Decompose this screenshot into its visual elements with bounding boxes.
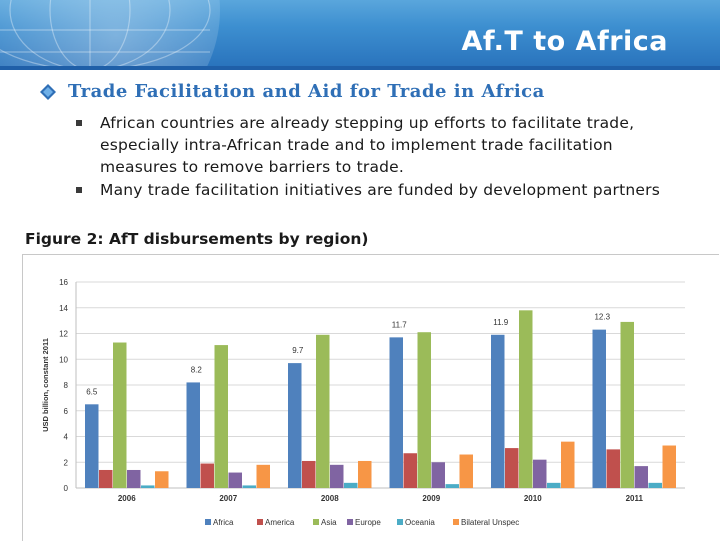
data-label: 8.2 — [191, 365, 203, 374]
bar — [113, 342, 127, 488]
legend-entry: Bilateral Unspec — [461, 518, 519, 527]
bar — [358, 460, 372, 488]
legend-entry: Europe — [355, 518, 381, 527]
bar — [533, 459, 547, 488]
y-tick-label: 8 — [64, 381, 69, 390]
data-label: 6.5 — [86, 387, 98, 396]
y-tick-label: 10 — [59, 355, 68, 364]
header-divider — [0, 66, 720, 70]
bar-chart: 0 2 4 6 8 10 12 14 16 USD billion, constant 2011 6… — [41, 278, 685, 527]
legend-entry: Africa — [213, 518, 234, 527]
y-tick-label: 2 — [64, 458, 69, 467]
x-tick-label: 2009 — [422, 494, 440, 503]
bar — [344, 482, 358, 488]
legend-entry: Oceania — [405, 518, 435, 527]
bar — [662, 445, 676, 488]
bar — [519, 310, 533, 488]
legend-swatch — [313, 519, 319, 525]
bar — [214, 345, 228, 488]
bar — [141, 485, 155, 488]
slide-header: Af.T to Africa — [0, 0, 720, 66]
legend-swatch — [257, 519, 263, 525]
list-item: Many trade facilitation initiatives are … — [72, 179, 692, 201]
figure-title: Figure 2: AfT disbursements by region) — [25, 230, 369, 248]
x-tick-label: 2010 — [524, 494, 542, 503]
legend-entry: America — [265, 518, 295, 527]
bar — [186, 382, 200, 488]
x-tick-label: 2006 — [118, 494, 136, 503]
bar — [417, 332, 431, 488]
y-axis-label: USD billion, constant 2011 — [41, 338, 50, 432]
bar — [242, 485, 256, 488]
bar — [403, 453, 417, 488]
bar — [288, 363, 302, 488]
bar — [620, 321, 634, 488]
bar — [459, 454, 473, 488]
y-tick-label: 16 — [59, 278, 68, 287]
y-tick-label: 0 — [64, 484, 69, 493]
square-bullet-icon — [76, 187, 82, 193]
bar — [127, 469, 141, 488]
figure: Figure 2: AfT disbursements by region) 0… — [22, 226, 720, 541]
bar — [634, 466, 648, 488]
globe-graphic — [0, 0, 220, 66]
y-tick-label: 14 — [59, 304, 68, 313]
bar — [505, 448, 519, 488]
bar — [200, 463, 214, 488]
y-tick-label: 4 — [64, 433, 69, 442]
bullet-list: African countries are already stepping u… — [72, 112, 692, 202]
bar — [155, 471, 169, 488]
x-tick-label: 2011 — [626, 494, 644, 503]
bar — [561, 441, 575, 488]
data-label: 12.3 — [594, 313, 610, 322]
diamond-bullet-icon — [40, 83, 56, 100]
legend-swatch — [347, 519, 353, 525]
legend-swatch — [397, 519, 403, 525]
bar — [445, 484, 459, 488]
legend-swatch — [205, 519, 211, 525]
bar — [99, 469, 113, 488]
bar — [547, 482, 561, 488]
bar — [228, 472, 242, 488]
square-bullet-icon — [76, 120, 82, 126]
globe-grid-icon — [0, 0, 211, 66]
bar — [330, 464, 344, 488]
y-tick-label: 12 — [59, 330, 68, 339]
legend-entry: Asia — [321, 518, 337, 527]
section-heading: Trade Facilitation and Aid for Trade in … — [40, 81, 545, 102]
chart-frame: 0 2 4 6 8 10 12 14 16 USD billion, constant 2011 6… — [22, 254, 719, 541]
bar — [592, 329, 606, 488]
bar — [491, 334, 505, 488]
bar — [256, 464, 270, 488]
bar — [85, 404, 99, 488]
bar — [648, 482, 662, 488]
bar — [302, 460, 316, 488]
data-label: 11.7 — [392, 320, 408, 329]
page-title: Af.T to Africa — [461, 26, 668, 57]
x-tick-label: 2007 — [219, 494, 237, 503]
bar — [606, 449, 620, 488]
bar — [431, 462, 445, 488]
bullet-text: Many trade facilitation initiatives are … — [100, 181, 660, 199]
bar — [316, 334, 330, 488]
y-tick-label: 6 — [64, 407, 69, 416]
x-tick-label: 2008 — [321, 494, 339, 503]
bar — [389, 337, 403, 488]
heading-text: Trade Facilitation and Aid for Trade in … — [68, 81, 545, 102]
legend-swatch — [453, 519, 459, 525]
data-label: 11.9 — [493, 318, 509, 327]
bullet-text: African countries are already stepping u… — [100, 114, 635, 176]
list-item: African countries are already stepping u… — [72, 112, 692, 178]
data-label: 9.7 — [292, 346, 304, 355]
